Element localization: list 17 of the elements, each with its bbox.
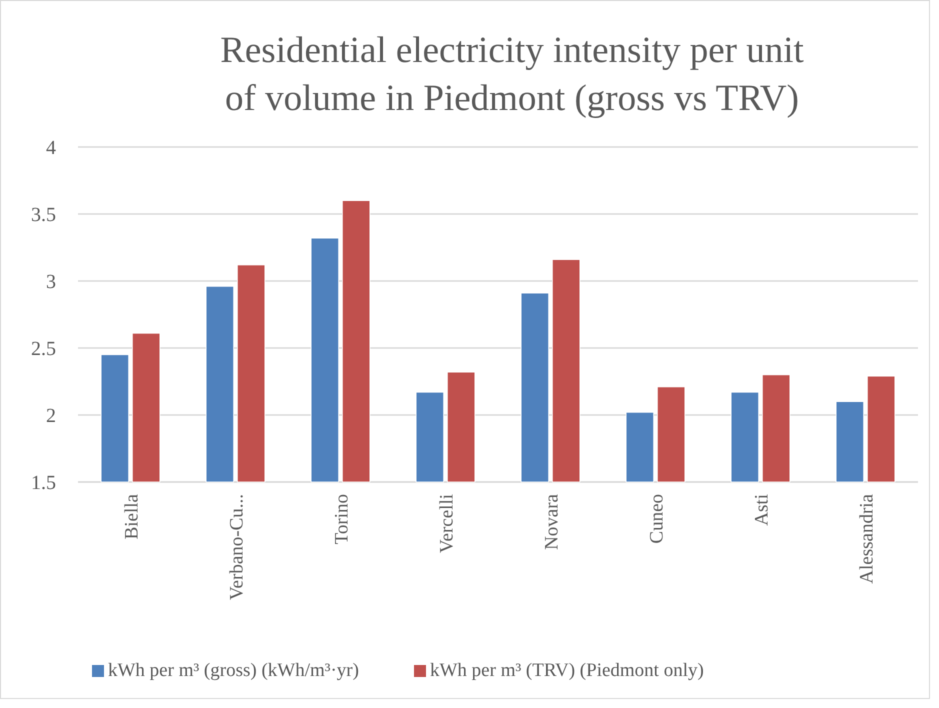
y-tick-label: 3.5 <box>31 204 56 226</box>
x-tick-label: Cuneo <box>646 494 668 544</box>
y-tick-label: 1.5 <box>31 472 56 494</box>
x-tick-label: Novara <box>542 493 562 550</box>
y-tick-label: 2 <box>46 405 56 427</box>
legend-label: kWh per m³ (gross) (kWh/m³·yr) <box>108 660 359 681</box>
legend-label: kWh per m³ (TRV) (Piedmont only) <box>430 660 704 681</box>
chart-title: Residential electricity intensity per unit of volume in Piedmont (gross vs TRV) <box>220 30 805 119</box>
y-tick-label: 4 <box>46 137 56 159</box>
x-tick-label: Torino <box>332 494 352 544</box>
x-tick-label: Alessandria <box>856 493 878 584</box>
y-tick-label: 3 <box>46 271 56 293</box>
x-tick-label: Verbano-Cu... <box>226 494 248 600</box>
x-tick-label: Vercelli <box>436 494 458 554</box>
x-tick-label: Biella <box>122 493 142 540</box>
y-tick-label: 2.5 <box>31 338 56 360</box>
x-tick-label: Asti <box>752 494 772 526</box>
